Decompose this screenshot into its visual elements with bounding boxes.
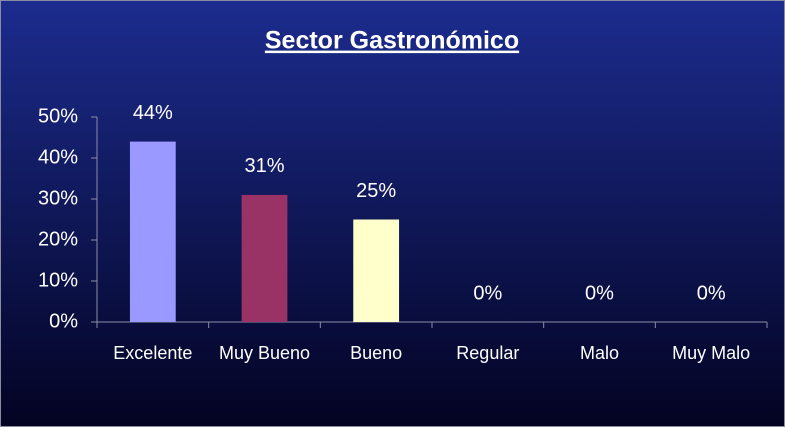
y-tick-label: 0% — [49, 310, 78, 332]
x-tick-label: Malo — [580, 343, 619, 363]
y-tick-label: 30% — [38, 187, 78, 209]
x-tick-label: Bueno — [350, 343, 402, 363]
x-tick-label: Regular — [456, 343, 519, 363]
data-label: 25% — [356, 180, 396, 202]
bar — [353, 219, 400, 322]
bar — [241, 194, 288, 322]
y-tick-label: 50% — [38, 105, 78, 127]
x-tick-label: Excelente — [113, 343, 192, 363]
data-label: 0% — [697, 282, 726, 304]
data-label: 44% — [133, 102, 173, 124]
x-tick-label: Muy Malo — [672, 343, 750, 363]
data-label: 0% — [473, 282, 502, 304]
y-tick-label: 10% — [38, 269, 78, 291]
y-tick-label: 40% — [38, 146, 78, 168]
chart-title: Sector Gastronómico — [265, 27, 519, 55]
bar — [129, 141, 176, 322]
data-label: 31% — [244, 155, 284, 177]
data-label: 0% — [585, 282, 614, 304]
x-tick-label: Muy Bueno — [219, 343, 310, 363]
y-tick-label: 20% — [38, 228, 78, 250]
